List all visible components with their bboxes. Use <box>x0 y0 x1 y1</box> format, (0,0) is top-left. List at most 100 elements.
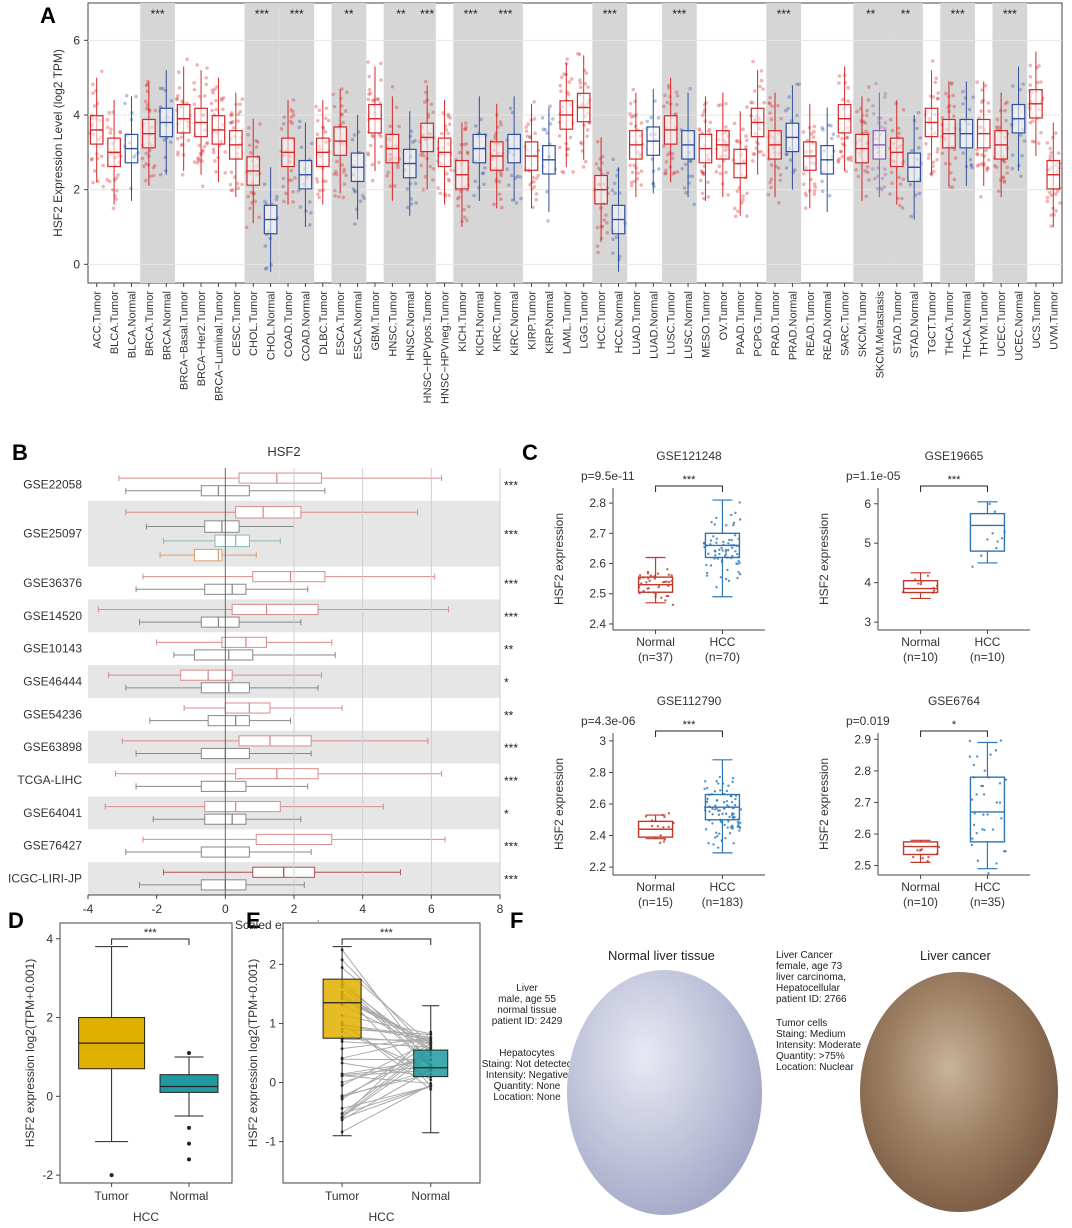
x-tick-label: KIRP.Tumor <box>527 291 539 350</box>
dataset-label: ICGC-LIRI-JP <box>8 872 82 886</box>
paired-line <box>342 1037 431 1050</box>
jitter-point <box>758 84 762 89</box>
jitter-point <box>109 127 113 132</box>
jitter-point <box>367 87 372 92</box>
jitter-point <box>499 171 503 176</box>
jitter-point <box>342 169 346 174</box>
significance-mark: * <box>504 676 509 690</box>
jitter-point <box>900 196 904 201</box>
jitter-point <box>124 93 129 98</box>
jitter-point <box>613 191 617 195</box>
jitter-point <box>274 197 279 202</box>
jitter-point <box>856 174 861 179</box>
data-point <box>724 553 728 556</box>
jitter-point <box>337 195 341 199</box>
jitter-point <box>803 191 808 196</box>
group-n: (n=10) <box>903 650 938 664</box>
jitter-point <box>291 113 296 117</box>
jitter-point <box>230 188 235 192</box>
jitter-point <box>281 184 285 189</box>
jitter-point <box>1002 180 1007 184</box>
jitter-point <box>236 119 240 123</box>
jitter-point <box>998 178 1003 183</box>
x-tick-label: BLCA.Tumor <box>109 291 121 355</box>
jitter-point <box>718 103 723 107</box>
jitter-point <box>777 200 781 205</box>
jitter-point <box>256 140 260 144</box>
jitter-point <box>898 182 903 186</box>
jitter-point <box>894 101 898 106</box>
f-cancer-info: Liver Cancer female, age 73 liver carcin… <box>776 950 847 1005</box>
jitter-point <box>367 92 371 96</box>
jitter-point <box>324 106 329 111</box>
jitter-point <box>352 133 357 137</box>
jitter-point <box>371 134 376 139</box>
data-point <box>926 859 929 863</box>
jitter-point <box>726 193 730 197</box>
jitter-point <box>144 83 149 88</box>
jitter-point <box>979 162 984 166</box>
jitter-point <box>1035 80 1040 85</box>
jitter-point <box>787 95 792 99</box>
y-tick-label: 6 <box>864 497 871 511</box>
panel-label-c: C <box>522 440 538 465</box>
jitter-point <box>735 189 740 194</box>
chart-title: GSE112790 <box>657 694 722 708</box>
jitter-point <box>866 98 871 102</box>
jitter-point <box>331 92 336 97</box>
data-point <box>736 576 739 580</box>
y-tick-label: 2.6 <box>589 557 606 571</box>
jitter-point <box>531 175 536 180</box>
jitter-point <box>497 192 502 197</box>
y-tick-label: 2.2 <box>589 860 606 874</box>
jitter-point <box>169 98 174 103</box>
jitter-point <box>481 171 486 175</box>
y-tick-label: 2 <box>46 1011 53 1025</box>
data-point <box>657 585 660 589</box>
jitter-point <box>946 105 951 109</box>
jitter-point <box>812 192 817 197</box>
jitter-point <box>229 170 234 174</box>
jitter-point <box>107 110 111 115</box>
jitter-point <box>205 141 209 146</box>
jitter-point <box>745 191 749 196</box>
jitter-point <box>629 115 634 119</box>
data-point <box>727 549 730 552</box>
x-tick-label: LUSC.Tumor <box>666 291 678 355</box>
data-point <box>703 780 707 783</box>
jitter-point <box>185 57 189 62</box>
box <box>902 841 939 856</box>
jitter-point <box>605 171 610 175</box>
jitter-point <box>995 117 1000 122</box>
jitter-point <box>662 104 666 109</box>
data-point <box>713 523 716 526</box>
jitter-point <box>837 81 841 85</box>
significance-mark: * <box>952 719 957 731</box>
jitter-point <box>105 125 110 130</box>
jitter-point <box>951 93 956 98</box>
jitter-point <box>108 131 113 135</box>
jitter-point <box>629 121 633 126</box>
data-point <box>982 813 985 816</box>
jitter-point <box>708 120 713 125</box>
jitter-point <box>1018 87 1023 92</box>
data-point <box>656 825 660 828</box>
jitter-point <box>761 87 765 91</box>
x-tick-label: SARC.Tumor <box>840 291 852 356</box>
jitter-point <box>229 113 233 118</box>
jitter-point <box>284 191 288 196</box>
jitter-point <box>335 172 339 177</box>
jitter-point <box>515 174 520 179</box>
jitter-point <box>767 100 772 105</box>
box <box>207 715 250 727</box>
y-tick-label: 6 <box>73 33 80 47</box>
jitter-point <box>446 114 451 119</box>
jitter-point <box>151 165 156 170</box>
data-point <box>715 541 718 545</box>
x-tick-label: HCC <box>709 635 735 649</box>
jitter-point <box>986 101 991 105</box>
jitter-point <box>632 179 637 184</box>
jitter-point <box>1045 141 1050 145</box>
x-tick-label: 2 <box>291 902 298 916</box>
jitter-point <box>472 193 476 198</box>
